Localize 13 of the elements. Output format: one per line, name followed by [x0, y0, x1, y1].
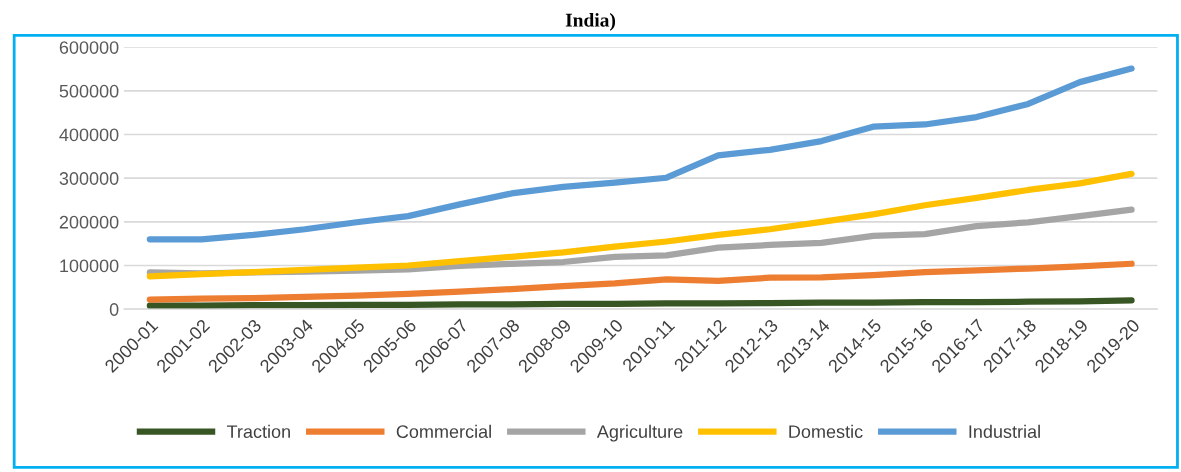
- legend-label: Agriculture: [596, 424, 683, 442]
- legend-label: Domestic: [789, 424, 863, 439]
- y-tick-label: 300000: [59, 172, 119, 185]
- y-tick-label: 200000: [59, 215, 119, 229]
- y-tick-label: 500000: [59, 84, 119, 98]
- y-tick-label: 0: [109, 303, 119, 316]
- legend-label: Traction: [226, 424, 290, 439]
- legend-label: Commercial: [396, 424, 491, 439]
- y-tick-label: 400000: [59, 128, 119, 142]
- chart-title: India): [565, 13, 616, 31]
- legend-label: Industrial: [969, 424, 1040, 439]
- y-tick-label: 100000: [60, 259, 119, 273]
- y-tick-label: 600000: [59, 41, 119, 54]
